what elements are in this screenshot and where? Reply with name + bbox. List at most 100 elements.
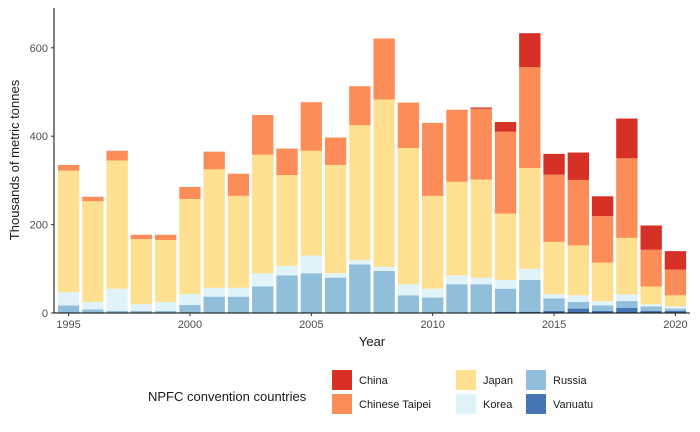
bar-1998-russia	[130, 310, 153, 313]
bar-2000-japan	[179, 198, 201, 294]
bar-2014-vanuatu	[519, 311, 541, 313]
bar-1999-korea	[154, 301, 177, 311]
bar-2010-russia	[422, 297, 444, 313]
bar-2011-korea	[446, 275, 468, 285]
bar-1995-korea	[57, 292, 80, 306]
bar-2009-korea	[397, 284, 420, 296]
bars-layer	[57, 33, 687, 313]
legend-key-chinese-taipei	[332, 394, 352, 414]
bar-2007-japan	[349, 125, 371, 260]
bar-2008-korea	[373, 266, 395, 272]
bar-2004-japan	[276, 175, 298, 266]
bar-2012-chinese-taipei	[470, 108, 492, 180]
bar-2006-chinese-taipei	[324, 137, 347, 165]
bar-2014-korea	[519, 268, 541, 280]
bar-2020-vanuatu	[664, 310, 687, 313]
bar-2004-korea	[276, 265, 298, 276]
bar-1997-japan	[106, 160, 128, 289]
bar-1996-chinese-taipei	[82, 196, 104, 202]
bar-2015-chinese-taipei	[543, 174, 565, 242]
bar-2020-russia	[664, 308, 687, 311]
x-axis-ticks: 1995 2000 2005 2010 2015 2020	[56, 313, 688, 331]
legend-label-korea: Korea	[483, 399, 513, 411]
bar-2001-japan	[203, 169, 225, 288]
bar-2018-china	[616, 118, 638, 159]
bar-2020-chinese-taipei	[664, 269, 687, 296]
bar-1995-chinese-taipei	[57, 164, 80, 171]
bar-2008-russia	[373, 271, 395, 313]
bar-2000-russia	[179, 305, 201, 313]
bar-2017-china	[591, 196, 614, 217]
bar-2017-korea	[591, 301, 614, 306]
x-tick-label-2015: 2015	[542, 319, 566, 331]
bar-2016-japan	[567, 245, 590, 296]
bar-2007-russia	[349, 264, 371, 313]
legend-label-china: China	[359, 375, 389, 387]
bar-2007-chinese-taipei	[349, 86, 371, 126]
bar-2018-vanuatu	[616, 307, 638, 313]
legend-title: NPFC convention countries	[148, 389, 307, 404]
bar-1999-russia	[154, 310, 177, 313]
bar-1996-korea	[82, 301, 104, 310]
bar-2013-vanuatu	[494, 311, 517, 313]
bar-2020-japan	[664, 295, 687, 307]
y-tick-label-400: 400	[30, 131, 48, 143]
bar-2005-russia	[300, 273, 322, 313]
bar-2019-chinese-taipei	[640, 249, 662, 287]
bar-2019-korea	[640, 304, 662, 307]
bar-2014-russia	[519, 279, 541, 312]
bar-2010-chinese-taipei	[422, 122, 444, 196]
bar-2016-china	[567, 152, 590, 180]
legend-label-vanuatu: Vanuatu	[553, 399, 593, 411]
bar-2001-chinese-taipei	[203, 151, 225, 170]
bar-2012-japan	[470, 179, 492, 278]
bar-2002-japan	[227, 195, 250, 288]
bar-1999-japan	[154, 240, 177, 302]
bar-2012-china	[470, 107, 492, 109]
bar-2005-japan	[300, 150, 322, 256]
bar-2015-korea	[543, 293, 565, 299]
bar-2010-korea	[422, 288, 444, 298]
bar-2013-chinese-taipei	[494, 131, 517, 214]
bar-2009-chinese-taipei	[397, 102, 420, 149]
bar-2014-japan	[519, 168, 541, 269]
legend-key-vanuatu	[526, 394, 546, 414]
bar-2019-china	[640, 225, 662, 250]
bar-2003-korea	[252, 273, 274, 287]
bar-2000-korea	[179, 293, 201, 306]
bar-1997-chinese-taipei	[106, 150, 128, 161]
bar-2017-russia	[591, 305, 614, 311]
y-axis-title: Thousands of metric tonnes	[7, 79, 22, 240]
bar-2001-russia	[203, 296, 225, 313]
bar-1998-japan	[130, 239, 153, 305]
bar-2003-russia	[252, 286, 274, 313]
bar-2008-chinese-taipei	[373, 38, 395, 100]
bar-1996-japan	[82, 201, 104, 302]
bar-2014-china	[519, 33, 541, 68]
bar-2015-japan	[543, 241, 565, 294]
legend-key-japan	[456, 370, 476, 390]
bar-2002-chinese-taipei	[227, 173, 250, 196]
x-tick-label-2010: 2010	[420, 319, 444, 331]
bar-2017-vanuatu	[591, 310, 614, 313]
bar-2016-chinese-taipei	[567, 179, 590, 246]
bar-1998-korea	[130, 304, 153, 311]
bar-2006-japan	[324, 164, 347, 274]
x-tick-label-2020: 2020	[663, 319, 687, 331]
bar-1998-chinese-taipei	[130, 234, 153, 240]
bar-2012-russia	[470, 284, 492, 313]
bar-2000-chinese-taipei	[179, 187, 201, 199]
x-axis-title: Year	[359, 334, 386, 349]
legend-label-chinese-taipei: Chinese Taipei	[359, 399, 431, 411]
bar-2007-korea	[349, 259, 371, 265]
legend-label-russia: Russia	[553, 375, 588, 387]
x-tick-label-2000: 2000	[178, 319, 202, 331]
y-tick-label-0: 0	[42, 308, 48, 320]
bar-2018-chinese-taipei	[616, 158, 638, 238]
x-tick-label-1995: 1995	[56, 319, 80, 331]
bar-1997-korea	[106, 288, 128, 311]
bar-2009-russia	[397, 295, 420, 313]
bar-2008-japan	[373, 99, 395, 267]
bar-2015-china	[543, 153, 565, 175]
